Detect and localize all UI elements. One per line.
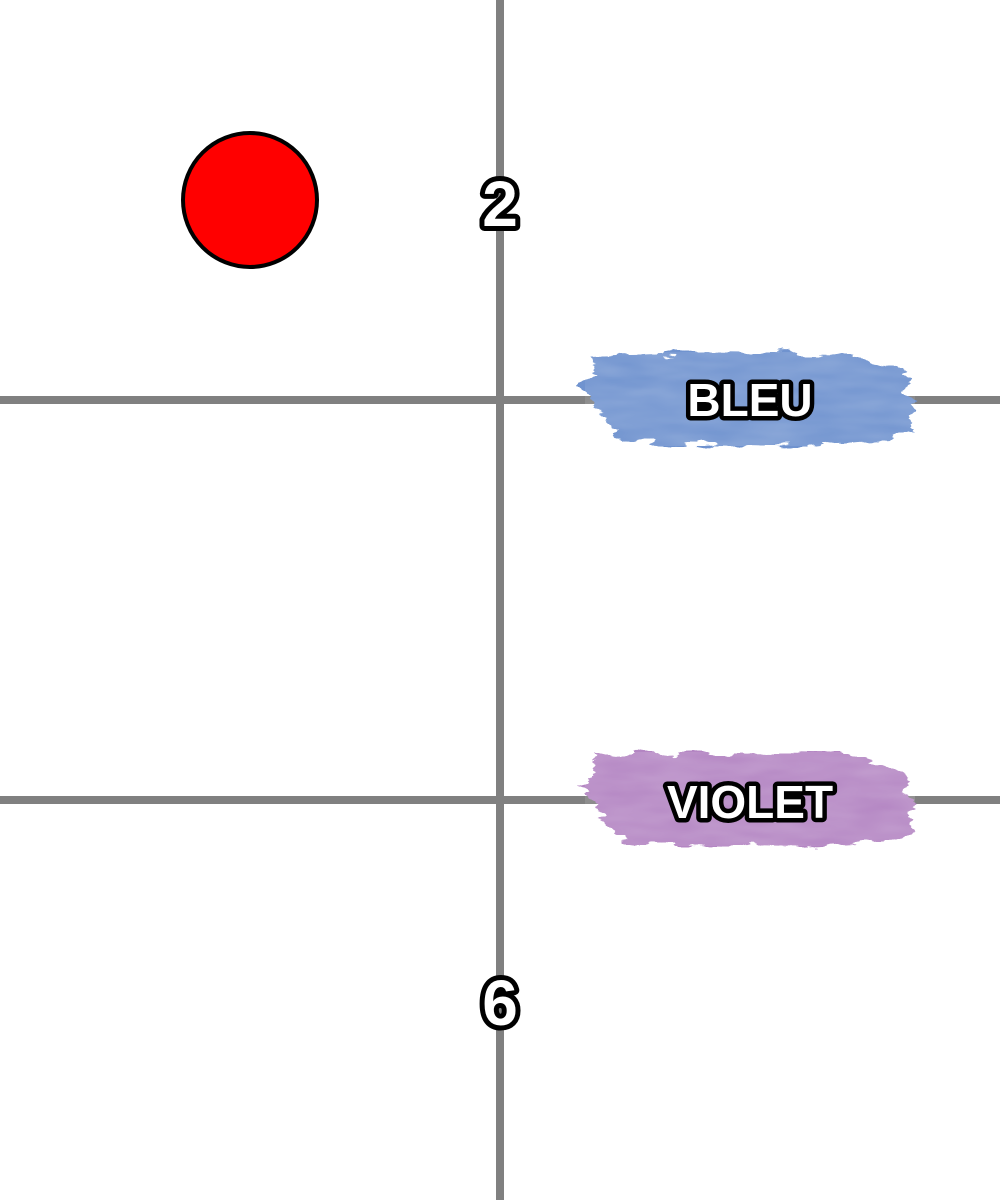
red-circle-outline: [181, 131, 319, 269]
red-circle-marker: [183, 133, 317, 267]
number-top: 2: [482, 168, 518, 240]
violet-wash-texture: [585, 752, 915, 846]
number-bottom: 6: [482, 967, 518, 1039]
blue-swatch: BLEU: [580, 352, 918, 446]
violet-label: VIOLET: [667, 776, 833, 828]
blue-label: BLEU: [687, 374, 812, 426]
blue-wash-texture: [585, 352, 915, 446]
violet-swatch: VIOLET: [580, 752, 918, 846]
